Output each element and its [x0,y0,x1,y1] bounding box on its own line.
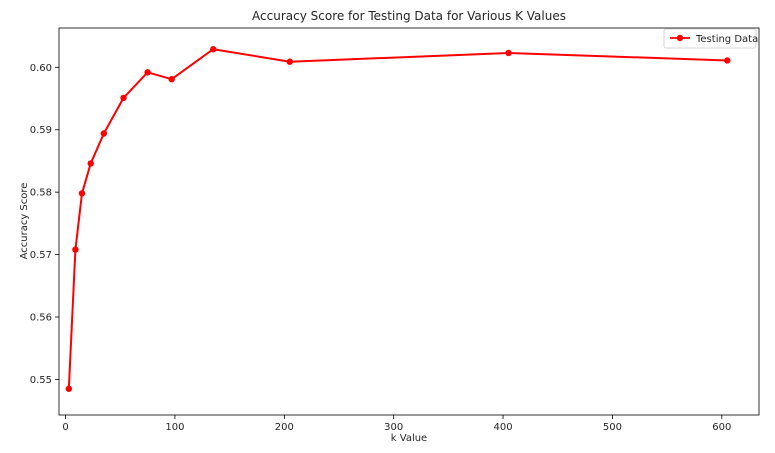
data-point [100,130,108,137]
data-point [72,246,79,253]
data-point [65,385,73,392]
chart-title: Accuracy Score for Testing Data for Vari… [252,9,566,23]
data-point [210,46,217,53]
data-point [286,58,293,65]
x-axis-label: k Value [391,433,427,444]
y-tick-label: 0.56 [30,313,52,324]
legend-box [663,28,757,49]
data-point [144,69,151,76]
series-line [67,48,728,389]
data-point [120,94,127,102]
x-tick-label: 300 [384,422,403,433]
x-tick-label: 600 [712,422,731,433]
y-tick-label: 0.58 [30,188,52,199]
plot-area [58,27,760,416]
x-tick-label: 100 [165,422,184,433]
legend-label: Testing Data [695,34,758,45]
series-layer [65,46,731,392]
x-tick-label: 400 [494,422,513,433]
x-tick-label: 200 [275,422,294,433]
y-axis-ticks: 0.55 0.56 0.57 0.58 0.59 0.60 [30,63,59,386]
y-tick-label: 0.59 [30,125,52,136]
data-point [505,49,512,57]
y-tick-label: 0.55 [30,375,52,386]
legend: Testing Data [663,28,758,49]
y-tick-label: 0.57 [30,250,52,261]
data-point [87,160,94,167]
legend-point-marker [676,34,684,42]
x-axis-ticks: 0 100 200 300 400 500 600 [62,415,731,433]
y-tick-label: 0.60 [30,63,52,74]
data-point [168,75,175,83]
data-point [78,190,86,197]
data-point [724,57,731,64]
y-axis-label: Accuracy Score [19,183,30,260]
x-tick-label: 0 [62,422,68,433]
x-tick-label: 500 [603,422,622,433]
